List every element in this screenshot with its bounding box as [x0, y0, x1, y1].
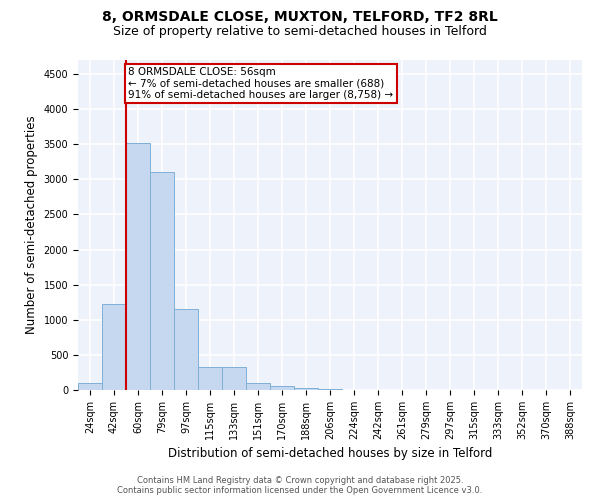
Text: Size of property relative to semi-detached houses in Telford: Size of property relative to semi-detach… — [113, 25, 487, 38]
Bar — [198, 367, 222, 390]
Bar — [222, 367, 246, 390]
Bar — [294, 388, 318, 390]
Bar — [150, 172, 174, 390]
Bar — [246, 383, 270, 390]
Bar — [102, 304, 126, 390]
Bar — [126, 143, 150, 390]
X-axis label: Distribution of semi-detached houses by size in Telford: Distribution of semi-detached houses by … — [168, 448, 492, 460]
Bar — [270, 386, 294, 390]
Y-axis label: Number of semi-detached properties: Number of semi-detached properties — [25, 116, 38, 334]
Text: 8, ORMSDALE CLOSE, MUXTON, TELFORD, TF2 8RL: 8, ORMSDALE CLOSE, MUXTON, TELFORD, TF2 … — [102, 10, 498, 24]
Bar — [78, 383, 102, 390]
Text: Contains HM Land Registry data © Crown copyright and database right 2025.
Contai: Contains HM Land Registry data © Crown c… — [118, 476, 482, 495]
Bar — [174, 308, 198, 390]
Text: 8 ORMSDALE CLOSE: 56sqm
← 7% of semi-detached houses are smaller (688)
91% of se: 8 ORMSDALE CLOSE: 56sqm ← 7% of semi-det… — [128, 67, 394, 100]
